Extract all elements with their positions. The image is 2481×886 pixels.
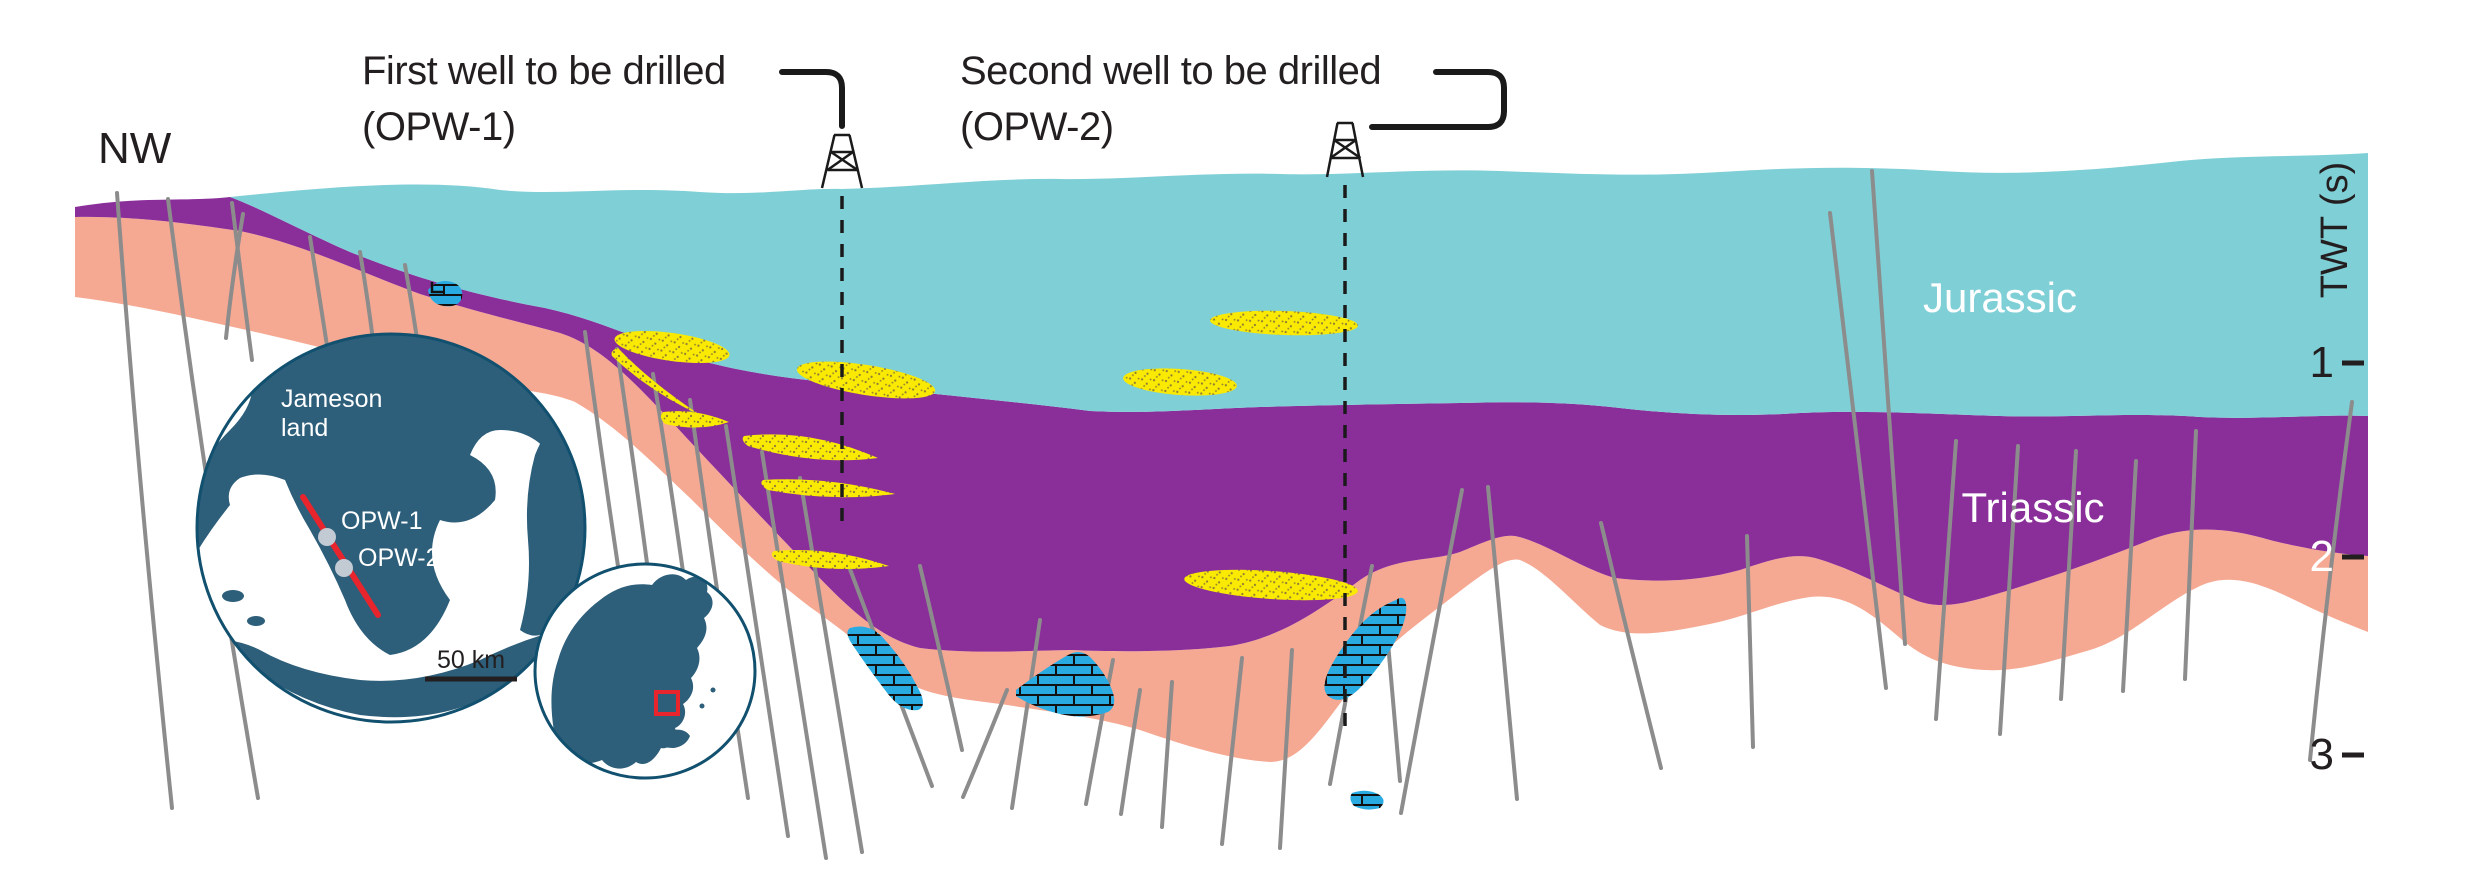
well-opw2	[1325, 121, 1365, 730]
map-region-label-line1: Jameson	[281, 385, 382, 413]
twt-tick-2: 2	[2310, 532, 2334, 581]
twt-tick-1: 1	[2310, 338, 2334, 387]
stratigraphic-layers	[75, 153, 2368, 762]
greenland-shape	[551, 574, 716, 769]
jurassic-label: Jurassic	[1923, 274, 2077, 321]
first-well-leader-line	[779, 69, 845, 129]
carbonate-tick-mark	[430, 282, 444, 294]
map-study-area-box	[654, 690, 680, 716]
map-opw2-label: OPW-2	[358, 544, 440, 572]
twt-tick-3: 3	[2310, 730, 2334, 779]
seismic-transect-line	[300, 494, 381, 618]
annotation-second-well: Second well to be drilled (OPW-2)	[960, 49, 1507, 149]
second-well-label-line2: (OPW-2)	[960, 105, 1114, 149]
well-opw1	[820, 133, 864, 523]
layer-triassic	[75, 197, 2368, 652]
second-well-leader-line	[1369, 69, 1507, 130]
annotation-first-well: First well to be drilled (OPW-1)	[362, 49, 845, 149]
direction-label-nw: NW	[98, 124, 172, 173]
derrick-icon-opw1	[820, 133, 864, 189]
twt-axis-label: TWT (s)	[2314, 162, 2356, 298]
map-well-dot-opw2	[335, 559, 353, 577]
map-well-dot-opw1	[318, 528, 336, 546]
map-region-label-line2: land	[281, 414, 328, 442]
map-scale-label: 50 km	[437, 646, 505, 674]
first-well-label-line2: (OPW-1)	[362, 105, 516, 149]
layer-salmon	[75, 216, 2368, 762]
twt-axis: TWT (s) 1 2 3	[2310, 162, 2364, 779]
layer-jurassic	[230, 153, 2368, 418]
second-well-label-line1: Second well to be drilled	[960, 49, 1381, 93]
derrick-icon-opw2	[1325, 121, 1365, 178]
sand-bodies	[611, 310, 1358, 601]
first-well-label-line1: First well to be drilled	[362, 49, 726, 93]
inset-map-greenland	[533, 562, 757, 780]
map-opw1-label: OPW-1	[341, 507, 423, 535]
triassic-label: Triassic	[1961, 484, 2104, 531]
